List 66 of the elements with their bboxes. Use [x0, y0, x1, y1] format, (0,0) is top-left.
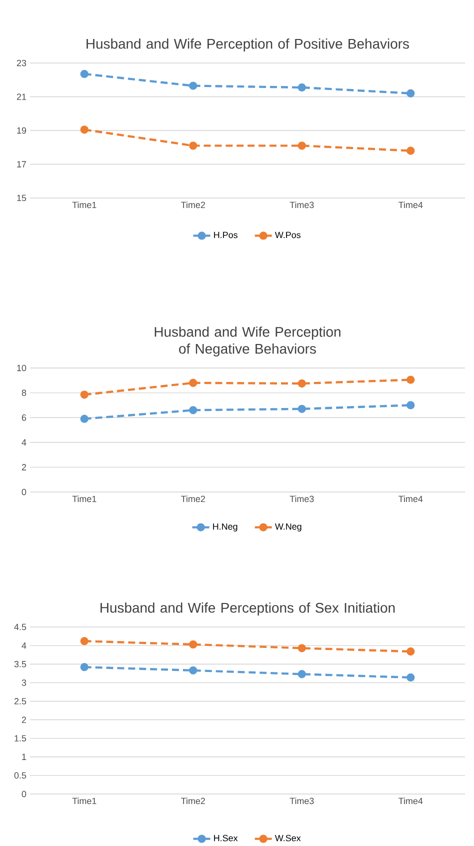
point: [80, 414, 88, 423]
legend-label: W.Sex: [274, 834, 301, 842]
point: [189, 378, 198, 387]
y-tick-label: 4: [22, 642, 26, 649]
y-tick-label: 4: [22, 439, 26, 446]
point: [298, 670, 306, 678]
point: [406, 146, 415, 155]
point: [406, 89, 415, 98]
x-tick-label: Time1: [72, 496, 96, 502]
point: [189, 406, 198, 414]
y-tick-label: 1: [22, 754, 26, 760]
y-tick-label: 4.5: [14, 624, 26, 630]
y-tick-label: 15: [17, 194, 26, 202]
y-tick-label: 2: [22, 716, 26, 723]
y-tick-label: 0.5: [14, 772, 26, 779]
point: [298, 142, 306, 150]
point: [80, 637, 88, 646]
point: [189, 666, 198, 675]
y-tick-label: 2.5: [14, 698, 26, 704]
x-tick-label: Time2: [181, 202, 205, 208]
point: [189, 82, 198, 90]
point: [406, 401, 415, 410]
legend-label: H.Pos: [214, 232, 238, 238]
x-tick-label: Time3: [290, 496, 314, 502]
y-tick-label: 23: [16, 60, 26, 66]
point: [298, 83, 306, 92]
x-tick-label: Time4: [398, 202, 423, 208]
y-tick-label: 8: [22, 390, 26, 396]
legend-label: W.Neg: [274, 523, 302, 532]
point: [189, 640, 198, 649]
point: [298, 379, 306, 388]
chart-title: Husband and Wife Perception of Negative Behaviors: [154, 326, 340, 356]
y-tick-label: 0: [22, 488, 26, 496]
legend-label: W.Pos: [274, 232, 301, 238]
point: [406, 673, 415, 682]
legend-label: H.Sex: [214, 834, 238, 842]
x-tick-label: Time1: [72, 798, 96, 804]
y-tick-label: 6: [22, 414, 26, 421]
x-tick-label: Time4: [398, 798, 423, 804]
point: [189, 142, 198, 150]
y-tick-label: 10: [17, 364, 26, 372]
y-tick-label: 21: [16, 94, 26, 100]
y-tick-label: 3: [22, 679, 26, 686]
y-tick-label: 19: [17, 127, 26, 134]
chart-title: Husband and Wife Perception of Positive Behaviors: [86, 38, 409, 52]
x-tick-label: Time3: [290, 798, 314, 804]
point: [80, 70, 88, 78]
point: [80, 390, 88, 399]
x-tick-label: Time1: [72, 202, 96, 208]
point: [406, 647, 415, 656]
y-tick-label: 1.5: [14, 735, 26, 742]
point: [80, 126, 88, 134]
x-tick-label: Time2: [181, 798, 205, 804]
y-tick-label: 2: [22, 464, 26, 470]
point: [80, 662, 88, 672]
y-tick-label: 0: [22, 790, 26, 798]
point: [298, 404, 306, 413]
legend-label: H.Neg: [213, 523, 238, 532]
chart-title: Husband and Wife Perceptions of Sex Initiation: [100, 602, 395, 616]
point: [406, 376, 415, 384]
y-tick-label: 3.5: [14, 660, 26, 668]
y-tick-label: 17: [17, 161, 26, 168]
x-tick-label: Time4: [398, 496, 423, 502]
x-tick-label: Time2: [181, 496, 205, 502]
x-tick-label: Time3: [290, 202, 314, 208]
point: [298, 644, 306, 652]
